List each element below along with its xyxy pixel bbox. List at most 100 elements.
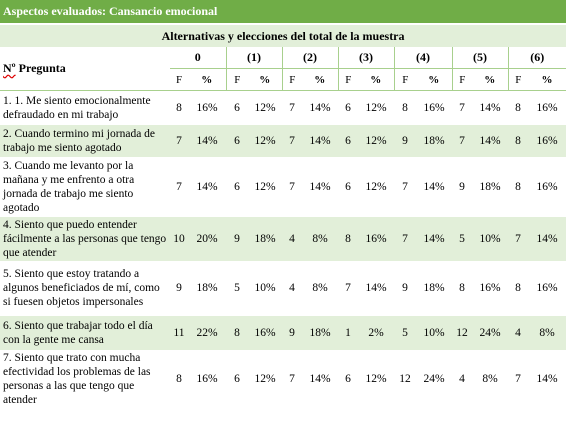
frequency-cell: 6: [226, 156, 248, 217]
percent-cell: 18%: [302, 315, 338, 350]
frequency-cell: 4: [282, 260, 302, 316]
frequency-cell: 7: [508, 216, 528, 261]
sub-header-percent: %: [528, 68, 566, 91]
percent-cell: 14%: [188, 124, 226, 157]
sub-header-f: F: [393, 68, 416, 91]
frequency-cell: 7: [338, 260, 358, 316]
sub-header-f: F: [507, 68, 528, 91]
percent-cell: 12%: [358, 124, 394, 157]
frequency-cell: 6: [338, 156, 358, 217]
percent-cell: 14%: [302, 124, 338, 157]
percent-cell: 14%: [302, 90, 338, 125]
sub-header-f: F: [337, 68, 358, 91]
percent-cell: 12%: [248, 90, 282, 125]
percent-cell: 22%: [188, 315, 226, 350]
percent-cell: 14%: [472, 124, 508, 157]
frequency-cell: 8: [508, 260, 528, 316]
option-header-1: (1): [225, 47, 282, 69]
results-table: Aspectos evaluados: Cansancio emocional …: [0, 0, 566, 408]
results-table-container: Aspectos evaluados: Cansancio emocional …: [0, 0, 566, 408]
percent-cell: 14%: [416, 156, 452, 217]
frequency-cell: 5: [226, 260, 248, 316]
question-cell: 3. Cuando me levanto por la mañana y me …: [0, 156, 170, 217]
frequency-cell: 7: [452, 124, 472, 157]
percent-cell: 20%: [188, 216, 226, 261]
frequency-cell: 8: [508, 90, 528, 125]
percent-cell: 16%: [416, 90, 452, 125]
question-cell: 7. Siento que trato con mucha efectivida…: [0, 349, 170, 408]
percent-cell: 16%: [528, 124, 566, 157]
question-header-prefix: Nº: [3, 61, 16, 75]
frequency-cell: 11: [170, 315, 188, 350]
percent-cell: 12%: [248, 124, 282, 157]
table-row: 7. Siento que trato con mucha efectivida…: [0, 349, 566, 408]
option-header-0: 0: [170, 47, 226, 69]
percent-cell: 8%: [302, 216, 338, 261]
frequency-cell: 8: [394, 90, 416, 125]
percent-cell: 18%: [416, 260, 452, 316]
percent-cell: 12%: [358, 90, 394, 125]
option-header-2: (2): [281, 47, 338, 69]
percent-cell: 14%: [302, 156, 338, 217]
sub-header-percent: %: [302, 68, 338, 91]
sub-header-percent: %: [358, 68, 394, 91]
frequency-cell: 6: [226, 124, 248, 157]
question-cell: 2. Cuando termino mi jornada de trabajo …: [0, 124, 170, 157]
percent-cell: 18%: [188, 260, 226, 316]
percent-cell: 14%: [358, 260, 394, 316]
percent-cell: 16%: [528, 260, 566, 316]
table-row: 6. Siento que trabajar todo el día con l…: [0, 315, 566, 350]
option-header-3: (3): [337, 47, 394, 69]
frequency-cell: 6: [226, 349, 248, 408]
frequency-cell: 12: [394, 349, 416, 408]
percent-cell: 12%: [248, 156, 282, 217]
sub-header-f: F: [170, 68, 188, 91]
table-row: 5. Siento que estoy tratando a algunos b…: [0, 260, 566, 316]
option-header-6: (6): [507, 47, 566, 69]
frequency-cell: 7: [170, 124, 188, 157]
frequency-cell: 7: [508, 349, 528, 408]
frequency-cell: 9: [394, 260, 416, 316]
percent-cell: 16%: [472, 260, 508, 316]
percent-cell: 16%: [528, 156, 566, 217]
percent-cell: 10%: [472, 216, 508, 261]
percent-cell: 16%: [358, 216, 394, 261]
frequency-cell: 9: [452, 156, 472, 217]
alternatives-label: Alternativas y elecciones del total de l…: [0, 24, 566, 47]
percent-cell: 14%: [528, 349, 566, 408]
frequency-cell: 6: [338, 349, 358, 408]
frequency-cell: 4: [452, 349, 472, 408]
percent-cell: 14%: [302, 349, 338, 408]
percent-cell: 16%: [188, 349, 226, 408]
percent-cell: 10%: [248, 260, 282, 316]
frequency-cell: 7: [282, 90, 302, 125]
percent-cell: 12%: [248, 349, 282, 408]
percent-cell: 16%: [248, 315, 282, 350]
question-cell: 5. Siento que estoy tratando a algunos b…: [0, 260, 170, 316]
frequency-cell: 6: [338, 124, 358, 157]
frequency-cell: 7: [170, 156, 188, 217]
table-row: 3. Cuando me levanto por la mañana y me …: [0, 156, 566, 217]
percent-cell: 24%: [472, 315, 508, 350]
frequency-cell: 1: [338, 315, 358, 350]
percent-cell: 14%: [188, 156, 226, 217]
percent-cell: 24%: [416, 349, 452, 408]
frequency-cell: 8: [452, 260, 472, 316]
sub-header-percent: %: [188, 68, 226, 91]
frequency-cell: 10: [170, 216, 188, 261]
percent-cell: 8%: [472, 349, 508, 408]
percent-cell: 14%: [416, 216, 452, 261]
frequency-cell: 7: [282, 124, 302, 157]
frequency-cell: 8: [170, 90, 188, 125]
question-header-label: Pregunta: [15, 61, 66, 75]
frequency-cell: 9: [170, 260, 188, 316]
percent-cell: 12%: [358, 156, 394, 217]
frequency-cell: 8: [508, 156, 528, 217]
sub-header-percent: %: [248, 68, 282, 91]
frequency-cell: 7: [282, 156, 302, 217]
frequency-cell: 7: [282, 349, 302, 408]
percent-cell: 18%: [248, 216, 282, 261]
frequency-cell: 12: [452, 315, 472, 350]
frequency-cell: 7: [452, 90, 472, 125]
sub-header-f: F: [281, 68, 302, 91]
